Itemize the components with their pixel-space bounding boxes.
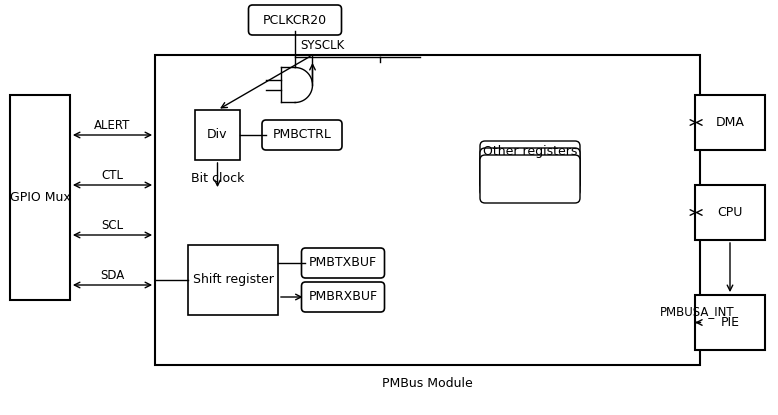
Bar: [155, 55, 700, 365]
Text: PCLKCR20: PCLKCR20: [263, 14, 327, 27]
FancyBboxPatch shape: [480, 155, 580, 203]
Text: Other registers: Other registers: [483, 146, 577, 159]
Bar: [695, 295, 765, 350]
Text: SDA: SDA: [100, 269, 124, 282]
Bar: [10, 95, 70, 300]
Text: SCL: SCL: [101, 219, 124, 232]
Text: PMBUSA_INT: PMBUSA_INT: [661, 305, 734, 318]
Text: DMA: DMA: [716, 116, 745, 129]
FancyBboxPatch shape: [262, 120, 342, 150]
Text: CTL: CTL: [101, 169, 124, 182]
FancyBboxPatch shape: [480, 148, 580, 196]
Text: Bit clock: Bit clock: [191, 172, 244, 185]
Text: PMBTXBUF: PMBTXBUF: [309, 256, 377, 269]
Text: PMBCTRL: PMBCTRL: [272, 129, 331, 142]
FancyBboxPatch shape: [302, 282, 384, 312]
Text: CPU: CPU: [717, 206, 743, 219]
Bar: [695, 95, 765, 150]
Bar: [695, 185, 765, 240]
Text: GPIO Mux: GPIO Mux: [9, 191, 70, 204]
Text: PIE: PIE: [720, 316, 740, 329]
FancyBboxPatch shape: [302, 248, 384, 278]
Text: ALERT: ALERT: [94, 119, 131, 132]
FancyBboxPatch shape: [248, 5, 342, 35]
Text: Div: Div: [207, 129, 228, 142]
Bar: [195, 110, 240, 160]
FancyBboxPatch shape: [480, 141, 580, 189]
Text: Shift register: Shift register: [193, 273, 273, 286]
Text: PMBRXBUF: PMBRXBUF: [308, 290, 377, 303]
Text: SYSCLK: SYSCLK: [300, 39, 344, 52]
Text: PMBus Module: PMBus Module: [382, 377, 473, 390]
Bar: [188, 245, 278, 315]
